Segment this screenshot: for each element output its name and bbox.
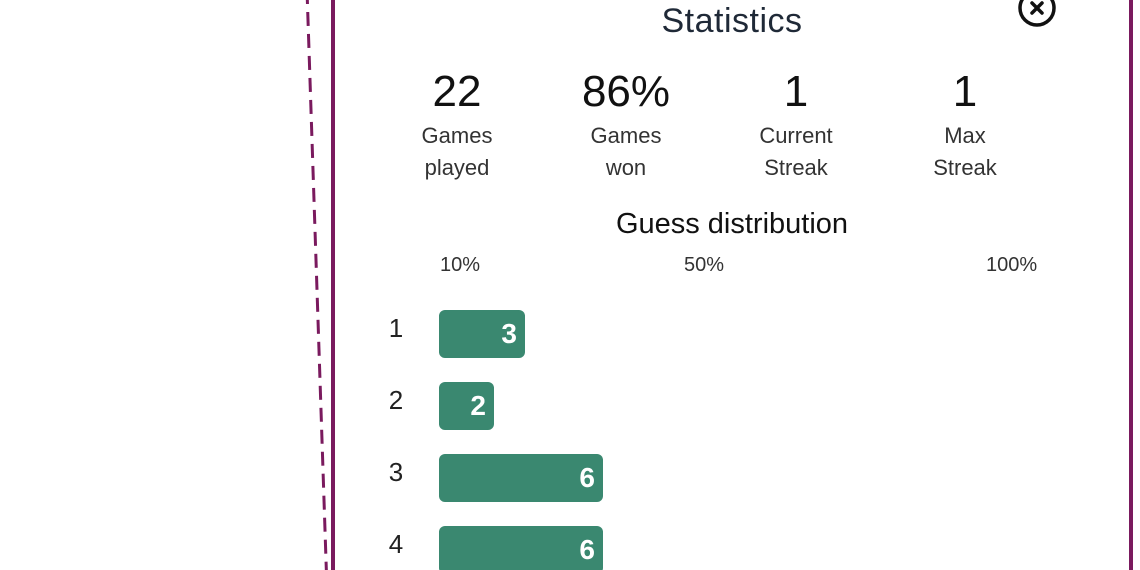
guess-row-label: 4: [388, 529, 404, 559]
stat-games-played: 22 Games played: [387, 68, 527, 184]
stat-label-line: won: [605, 155, 647, 180]
stat-games-won: 86% Games won: [556, 68, 696, 184]
stat-value: 1: [952, 67, 978, 116]
stat-value: 22: [432, 67, 482, 116]
stat-label-line: played: [424, 155, 490, 180]
stat-label: Max Streak: [895, 120, 1035, 184]
stat-label-line: Streak: [933, 155, 997, 180]
statistics-modal: Statistics 22 Games played 86% Games w: [331, 0, 1133, 570]
close-button[interactable]: [1017, 0, 1057, 28]
modal-title: Statistics: [661, 2, 803, 40]
scale-label-100: 100%: [986, 254, 1038, 276]
stat-label-line: Games: [421, 123, 493, 148]
close-icon: [1018, 0, 1056, 27]
guess-row-label: 2: [388, 385, 404, 415]
stat-label: Games played: [387, 120, 527, 184]
dashed-divider: [305, 0, 328, 570]
stat-label-line: Streak: [764, 155, 828, 180]
stat-label-line: Current: [759, 123, 833, 148]
stat-value: 1: [783, 67, 809, 116]
scale-label-10: 10%: [440, 254, 481, 276]
guess-row-label: 1: [388, 313, 404, 343]
stat-label: Games won: [556, 120, 696, 184]
distribution-title: Guess distribution: [615, 208, 849, 240]
stat-max-streak: 1 Max Streak: [895, 68, 1035, 184]
stat-label: Current Streak: [726, 120, 866, 184]
guess-bar: 6: [439, 454, 603, 502]
stat-value: 86%: [581, 67, 671, 116]
guess-row-label: 3: [388, 457, 404, 487]
stats-row: 22 Games played 86% Games won 1 Current …: [335, 68, 1129, 198]
stat-current-streak: 1 Current Streak: [726, 68, 866, 184]
stat-label-line: Games: [590, 123, 662, 148]
stat-label-line: Max: [944, 123, 986, 148]
guess-bar: 6: [439, 526, 603, 570]
guess-bar: 3: [439, 310, 525, 358]
scale-label-50: 50%: [684, 254, 725, 276]
guess-bar: 2: [439, 382, 494, 430]
